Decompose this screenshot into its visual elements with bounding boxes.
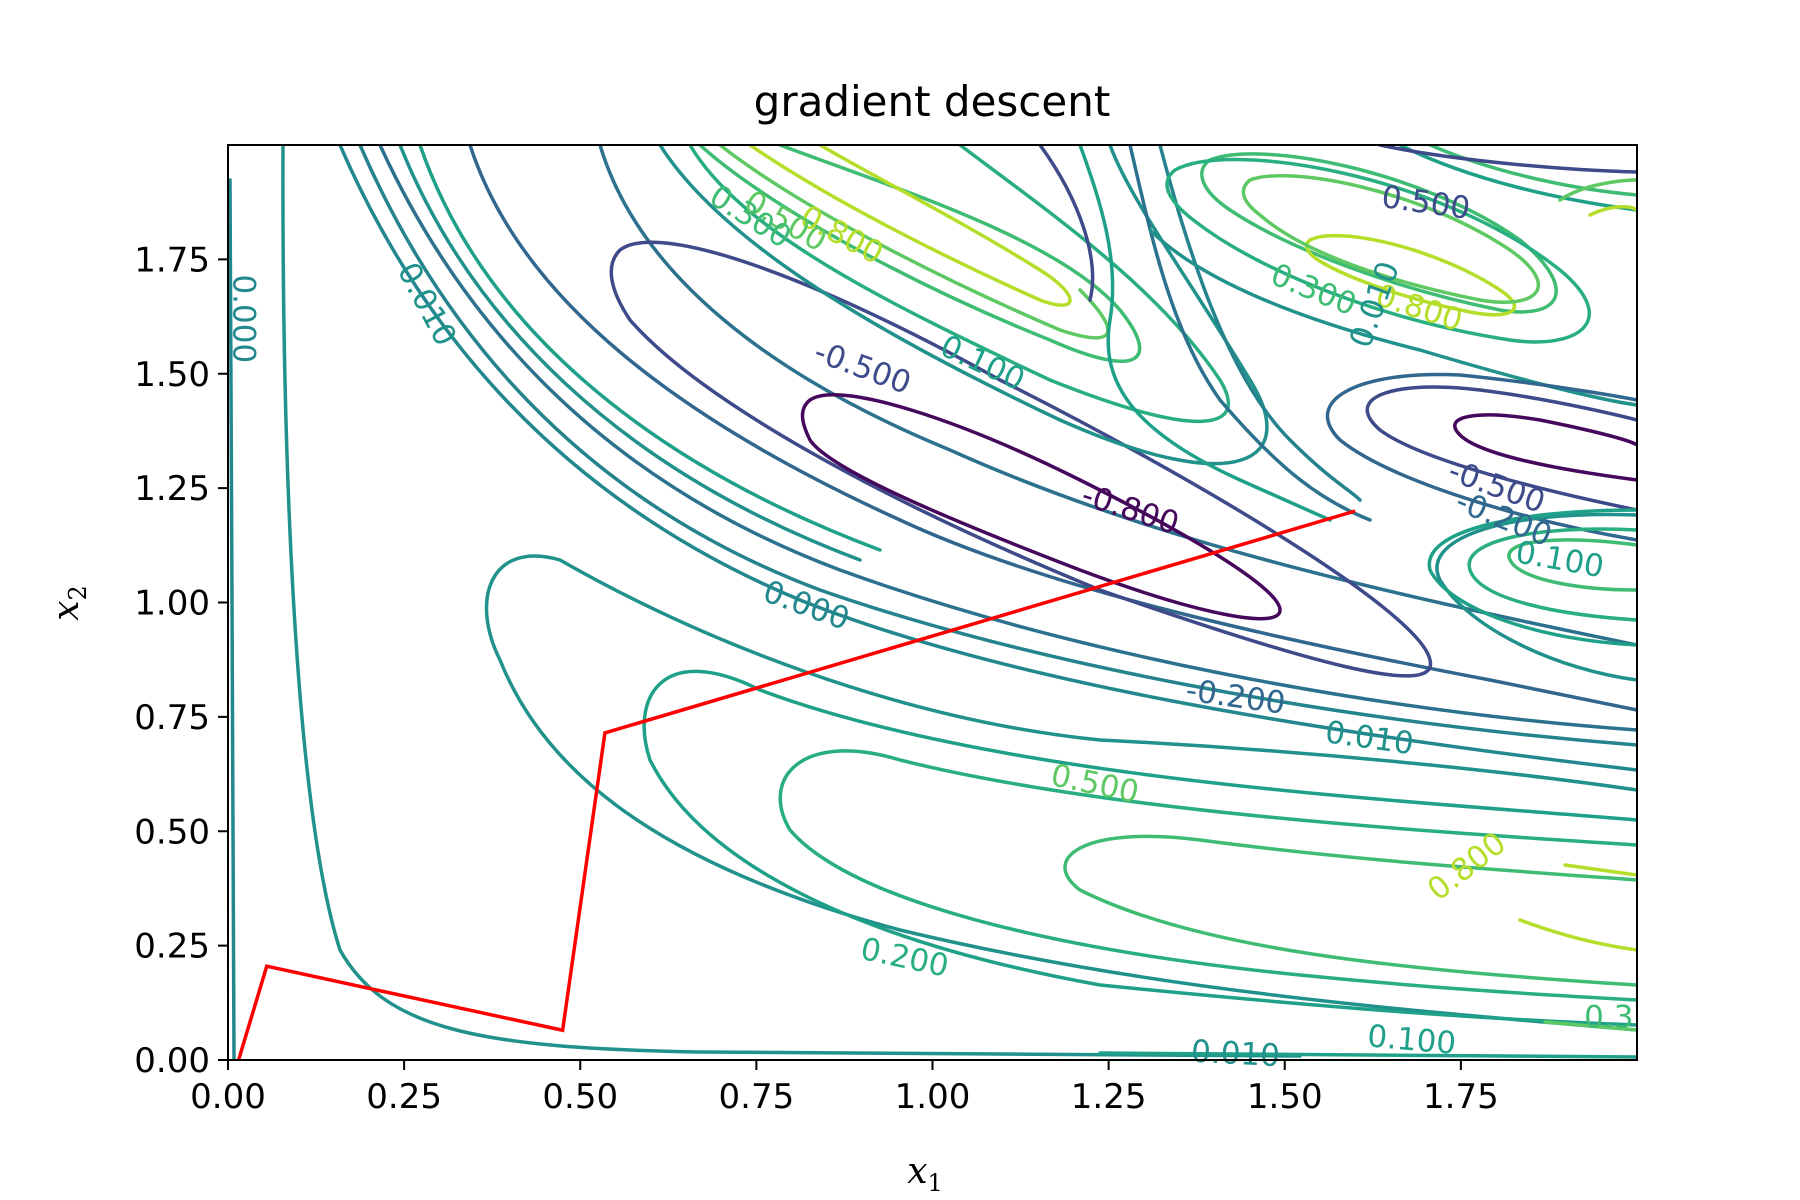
contour-lines: [228, 145, 1637, 1060]
descent-path: [236, 509, 1356, 1061]
y-axis-label-text: x: [46, 600, 87, 620]
contour-line: [1467, 527, 1637, 622]
x-axis-ticks: 0.00 0.25 0.50 0.75 1.00 1.25 1.50 1.75: [190, 1060, 1499, 1117]
contour-line: [1038, 145, 1095, 302]
contour-line: [1518, 918, 1637, 952]
contour-line: [1128, 145, 1372, 522]
contour-line: [1365, 385, 1637, 512]
y-tick-label: 1.25: [134, 469, 210, 509]
contour-label: 0.100: [1366, 1018, 1458, 1062]
contour-line: [1563, 863, 1637, 877]
contour-line: [688, 145, 1231, 424]
x-tick-label: 0.25: [366, 1077, 442, 1117]
contour-line: [338, 145, 1637, 772]
contour-line: [1378, 145, 1637, 174]
contour-line: [418, 145, 882, 552]
contour-line: [358, 145, 1637, 747]
contour-line: [748, 145, 1072, 307]
contour-line: [468, 145, 1637, 712]
contour-label: 0.800: [1421, 825, 1513, 908]
contour-line: [1453, 413, 1637, 482]
y-axis-ticks: 0.00 0.25 0.50 0.75 1.00 1.25 1.50 1.75: [134, 240, 228, 1081]
x-tick-label: 1.00: [895, 1077, 971, 1117]
contour-line: [1098, 1051, 1637, 1059]
y-tick-label: 0.25: [134, 927, 210, 967]
x-axis-label-text: x: [907, 1151, 927, 1192]
contour-line: [1507, 538, 1637, 592]
contour-label: 0.500: [1379, 179, 1472, 227]
y-tick-label: 0.00: [134, 1041, 210, 1081]
chart-title: gradient descent: [754, 77, 1111, 126]
x-tick-label: 0.50: [542, 1077, 618, 1117]
contour-label: -0.200: [1184, 672, 1288, 722]
x-tick-label: 1.25: [1071, 1077, 1147, 1117]
contour-line: [1543, 1020, 1637, 1032]
contour-line: [228, 178, 236, 1060]
contour-label: 0.3: [1584, 999, 1633, 1035]
x-tick-label: 0.00: [190, 1077, 266, 1117]
contour-line: [1241, 174, 1541, 304]
x-axis-label-sub: 1: [928, 1169, 943, 1197]
contour-line: [1165, 157, 1591, 344]
contour-line: [609, 240, 1433, 678]
contour-label: -0.800: [1077, 477, 1183, 542]
y-tick-label: 1.75: [134, 240, 210, 280]
y-tick-label: 0.50: [134, 812, 210, 852]
contour-line: [1158, 145, 1362, 502]
contour-line: [378, 145, 1637, 732]
contour-line: [1063, 834, 1637, 987]
contour-line: [1305, 233, 1517, 317]
contour-label: 0.000: [226, 274, 262, 363]
contour-line: [1148, 228, 1637, 407]
contour-line: [484, 554, 1637, 1032]
contour-label: 0.100: [935, 328, 1031, 398]
contour-label: 0.010: [1190, 1034, 1281, 1075]
contour-line: [1200, 152, 1558, 314]
contour-line: [398, 145, 862, 562]
y-tick-label: 1.00: [134, 584, 210, 624]
y-axis-label-sub: 2: [64, 585, 92, 600]
contour-line: [1325, 372, 1637, 542]
contour-line: [778, 749, 1637, 1002]
x-tick-label: 0.75: [719, 1077, 795, 1117]
y-tick-label: 0.75: [134, 698, 210, 738]
x-tick-label: 1.50: [1247, 1077, 1323, 1117]
contour-line: [1588, 204, 1637, 217]
contour-line: [1428, 145, 1637, 197]
x-tick-label: 1.75: [1423, 1077, 1499, 1117]
y-axis-label: x2: [46, 585, 92, 621]
contour-line: [1427, 508, 1637, 647]
contour-line: [281, 145, 1302, 1058]
contour-line: [800, 393, 1282, 621]
y-tick-label: 1.50: [134, 355, 210, 395]
contour-line: [1435, 512, 1637, 682]
contour-line: [1398, 145, 1637, 212]
contour-line: [598, 145, 1637, 647]
contour-line: [1078, 145, 1332, 522]
x-axis-label: x1: [907, 1151, 943, 1197]
contour-line: [1558, 178, 1637, 202]
contour-label: 0.500: [1048, 757, 1142, 811]
contour-line: [698, 145, 1142, 364]
contour-line: [642, 669, 1637, 1027]
